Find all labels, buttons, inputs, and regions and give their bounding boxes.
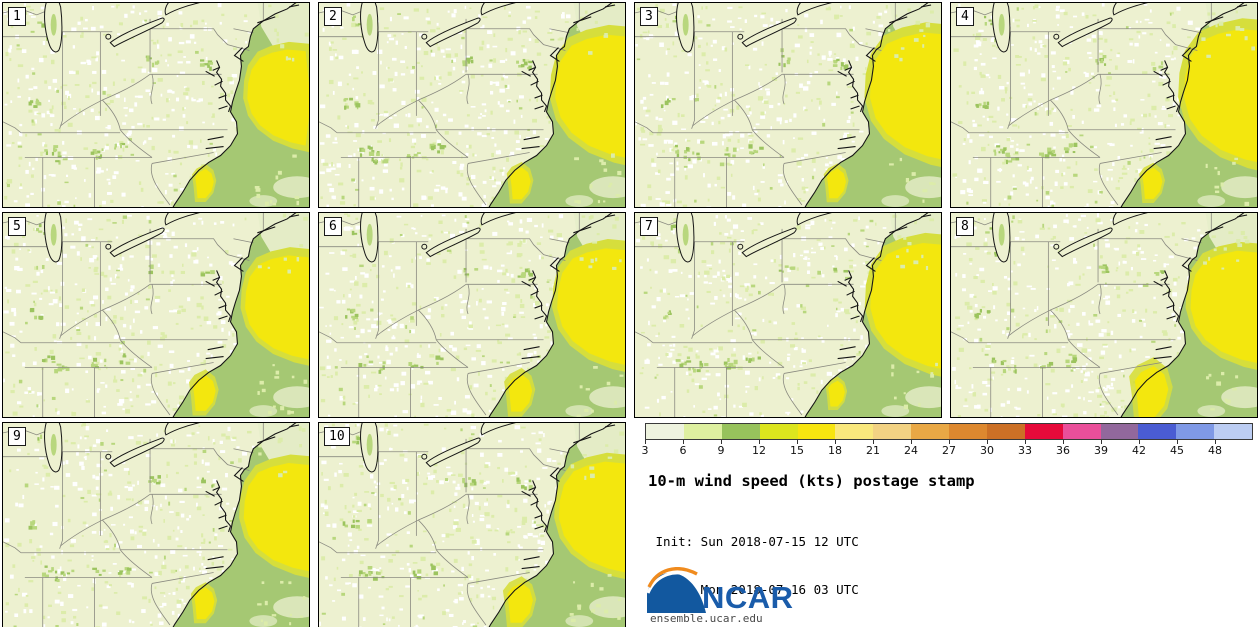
colorbar-tick bbox=[1063, 440, 1064, 444]
colorbar-tick bbox=[721, 440, 722, 444]
wind-map bbox=[3, 213, 309, 417]
panel-number-label: 10 bbox=[324, 427, 350, 446]
colorbar-tick bbox=[949, 440, 950, 444]
colorbar-segment bbox=[835, 424, 874, 439]
panel-number-label: 4 bbox=[956, 7, 974, 26]
colorbar-tick-label: 48 bbox=[1208, 444, 1222, 457]
ncar-logo[interactable]: NCAR bbox=[645, 567, 805, 614]
colorbar-segment bbox=[759, 424, 798, 439]
colorbar-tick bbox=[797, 440, 798, 444]
stamp-panel-4[interactable]: 4 bbox=[950, 2, 1258, 208]
stamp-panel-10[interactable]: 10 bbox=[318, 422, 626, 627]
colorbar-tick bbox=[1215, 440, 1216, 444]
colorbar bbox=[645, 423, 1253, 440]
colorbar-segment bbox=[911, 424, 949, 439]
colorbar-tick bbox=[1101, 440, 1102, 444]
stamp-panel-6[interactable]: 6 bbox=[318, 212, 626, 418]
colorbar-segment bbox=[1138, 424, 1177, 439]
colorbar-tick bbox=[911, 440, 912, 444]
colorbar-tick bbox=[683, 440, 684, 444]
colorbar-segment bbox=[1214, 424, 1252, 439]
colorbar-tick-label: 39 bbox=[1094, 444, 1108, 457]
stamp-panel-2[interactable]: 2 bbox=[318, 2, 626, 208]
colorbar-tick-label: 15 bbox=[790, 444, 804, 457]
colorbar-tick bbox=[759, 440, 760, 444]
wind-map bbox=[635, 3, 941, 207]
colorbar-tick-label: 18 bbox=[828, 444, 842, 457]
wind-map bbox=[319, 423, 625, 627]
colorbar-segment bbox=[986, 424, 1025, 439]
colorbar-tick bbox=[1177, 440, 1178, 444]
stamp-panel-8[interactable]: 8 bbox=[950, 212, 1258, 418]
panel-number-label: 2 bbox=[324, 7, 342, 26]
panel-number-label: 7 bbox=[640, 217, 658, 236]
wind-map bbox=[319, 3, 625, 207]
colorbar-tick-label: 3 bbox=[641, 444, 649, 457]
colorbar-tick-label: 21 bbox=[866, 444, 880, 457]
colorbar-tick-label: 12 bbox=[752, 444, 766, 457]
colorbar-tick bbox=[645, 440, 646, 444]
wind-map bbox=[951, 213, 1257, 417]
colorbar-tick-label: 6 bbox=[679, 444, 687, 457]
stamp-panel-1[interactable]: 1 bbox=[2, 2, 310, 208]
stamp-panel-9[interactable]: 9 bbox=[2, 422, 310, 627]
ncar-logo-white-arc bbox=[646, 571, 697, 594]
ncar-logo-text: NCAR bbox=[702, 580, 794, 614]
panel-number-label: 6 bbox=[324, 217, 342, 236]
panel-number-label: 9 bbox=[8, 427, 26, 446]
colorbar-tick-label: 9 bbox=[717, 444, 725, 457]
colorbar-segment bbox=[949, 424, 987, 439]
stamp-panel-3[interactable]: 3 bbox=[634, 2, 942, 208]
colorbar-tick-label: 33 bbox=[1018, 444, 1032, 457]
colorbar-segment bbox=[1176, 424, 1215, 439]
colorbar-segment bbox=[1024, 424, 1063, 439]
product-title: 10-m wind speed (kts) postage stamp bbox=[648, 472, 975, 490]
colorbar-tick-label: 42 bbox=[1132, 444, 1146, 457]
colorbar-segment bbox=[797, 424, 836, 439]
colorbar-tick bbox=[1025, 440, 1026, 444]
wind-map bbox=[635, 213, 941, 417]
colorbar-tick bbox=[987, 440, 988, 444]
ncar-logo-orange-arc bbox=[647, 567, 698, 588]
colorbar-segment bbox=[1062, 424, 1101, 439]
colorbar-segment bbox=[721, 424, 760, 439]
stamp-panel-7[interactable]: 7 bbox=[634, 212, 942, 418]
colorbar-tick-label: 36 bbox=[1056, 444, 1070, 457]
stamp-panel-5[interactable]: 5 bbox=[2, 212, 310, 418]
wind-map bbox=[319, 213, 625, 417]
colorbar-tick-label: 30 bbox=[980, 444, 994, 457]
site-url: ensemble.ucar.edu bbox=[650, 612, 763, 625]
colorbar-tick bbox=[1139, 440, 1140, 444]
colorbar-segment bbox=[646, 424, 684, 439]
panel-number-label: 3 bbox=[640, 7, 658, 26]
colorbar-segment bbox=[1100, 424, 1139, 439]
panel-number-label: 8 bbox=[956, 217, 974, 236]
colorbar-tick bbox=[873, 440, 874, 444]
wind-map bbox=[951, 3, 1257, 207]
wind-map bbox=[3, 3, 309, 207]
colorbar-segment bbox=[683, 424, 722, 439]
panel-number-label: 1 bbox=[8, 7, 26, 26]
colorbar-tick-label: 45 bbox=[1170, 444, 1184, 457]
colorbar-segment bbox=[873, 424, 912, 439]
ncar-logo-swoosh bbox=[647, 572, 706, 613]
colorbar-tick-label: 24 bbox=[904, 444, 918, 457]
wind-map bbox=[3, 423, 309, 627]
panel-number-label: 5 bbox=[8, 217, 26, 236]
init-time: Init: Sun 2018-07-15 12 UTC bbox=[648, 534, 859, 549]
colorbar-tick-label: 27 bbox=[942, 444, 956, 457]
colorbar-tick bbox=[835, 440, 836, 444]
